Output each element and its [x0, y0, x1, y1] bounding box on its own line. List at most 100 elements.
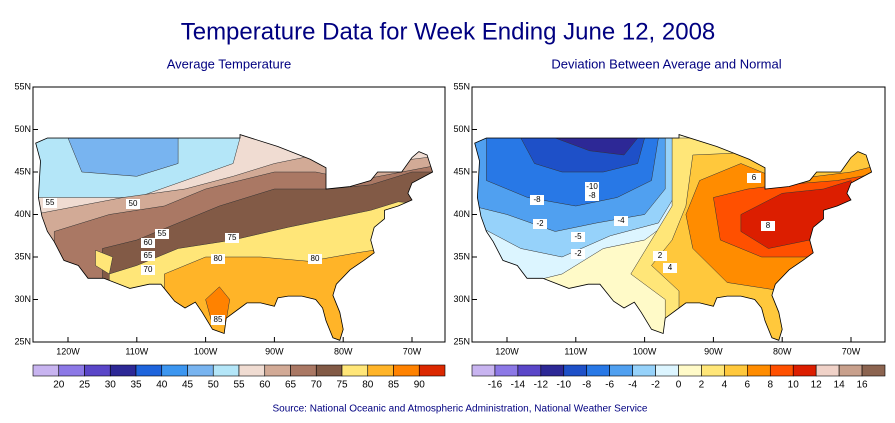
colorbar-label: 55 [233, 380, 245, 391]
colorbar-label: 16 [856, 380, 868, 391]
colorbar-label: 40 [156, 380, 168, 391]
contour-label-bg [225, 233, 239, 243]
colorbar-label: 14 [834, 380, 846, 391]
colorbar-swatch [187, 364, 214, 377]
colorbar-swatch [367, 364, 394, 377]
latitude-label: 55N [14, 81, 31, 91]
contour-region [164, 248, 433, 341]
contour-label: -2 [536, 219, 544, 228]
colorbar-label: -6 [605, 380, 614, 391]
contour-label-bg [747, 173, 761, 183]
contour-label: 8 [766, 221, 771, 230]
contour-label-bg [308, 254, 322, 264]
colorbar-swatch [861, 364, 886, 377]
latitude-label: 45N [453, 166, 470, 176]
colorbar-swatch [393, 364, 420, 377]
latitude-label: 40N [453, 209, 470, 219]
colorbar-swatch [609, 364, 633, 377]
latitude-label: 55N [453, 81, 470, 91]
longitude-label: 70W [842, 346, 861, 356]
colorbar-swatch [58, 364, 85, 377]
contour-label-bg [126, 199, 140, 209]
colorbar-swatch [290, 364, 317, 377]
latitude-label: 50N [14, 124, 31, 134]
colorbar-swatch [563, 364, 588, 377]
colorbar-label: 10 [788, 380, 800, 391]
latitude-label: 45N [14, 166, 31, 176]
colorbar-swatch [655, 364, 679, 377]
contour-label-bg [585, 191, 599, 201]
colorbar-swatch [701, 364, 725, 377]
colorbar-label: 4 [722, 380, 728, 391]
contour-label-bg [141, 265, 155, 275]
longitude-label: 80W [334, 346, 353, 356]
colorbar-label: 70 [311, 380, 323, 391]
contour-label-bg [663, 263, 677, 273]
colorbar-swatch [815, 364, 840, 377]
colorbar-label: 50 [208, 380, 220, 391]
contour-label: 65 [144, 251, 153, 260]
map-panel: Deviation Between Average and Normal 55N 5… [453, 56, 886, 391]
colorbar-label: 80 [362, 380, 374, 391]
contour-region [95, 249, 113, 275]
colorbar-label: 30 [105, 380, 117, 391]
contour-label-bg [211, 254, 225, 264]
colorbar-swatch [632, 364, 656, 377]
contour-label: -5 [574, 232, 582, 241]
colorbar-label: 25 [79, 380, 91, 391]
contour-label-bg [533, 219, 547, 229]
colorbar-swatch [540, 364, 565, 377]
colorbar-swatch [341, 364, 369, 377]
contour-label-bg [530, 195, 544, 205]
map-panel: Average Temperature 55N 50N 45N 40N 35N 30N 25N… [14, 56, 446, 391]
colorbar-label: -12 [534, 380, 549, 391]
colorbar-label: -2 [651, 380, 660, 391]
colorbar-swatch [471, 364, 496, 377]
colorbar-label: -10 [557, 380, 572, 391]
contour-label: 80 [311, 254, 320, 263]
contour-label: -4 [617, 216, 625, 225]
contour-label: 75 [228, 233, 237, 242]
latitude-label: 50N [453, 124, 470, 134]
latitude-label: 25N [453, 336, 470, 346]
contour-label-bg [571, 232, 585, 242]
country-outline [35, 134, 434, 341]
colorbar-swatch [212, 364, 240, 377]
contour-label-bg [43, 198, 57, 208]
colorbar-label: -16 [488, 380, 503, 391]
colorbar-label: -14 [511, 380, 526, 391]
colorbar-swatch [135, 364, 163, 377]
colorbar-label: 75 [336, 380, 348, 391]
contour-label: 80 [214, 254, 223, 263]
colorbar-swatch [586, 364, 610, 377]
panel-subtitle: Average Temperature [167, 56, 292, 71]
colorbar-swatch [315, 364, 343, 377]
contour-label-bg [155, 229, 169, 239]
longitude-label: 80W [773, 346, 792, 356]
contour-label: 2 [658, 251, 663, 260]
colorbar-swatch [724, 364, 748, 377]
colorbar-swatch [678, 364, 702, 377]
contour-label: 50 [129, 199, 138, 208]
contour-label-bg [653, 251, 667, 261]
contour-label: 55 [46, 198, 55, 207]
colorbar-label: 60 [259, 380, 271, 391]
latitude-label: 35N [14, 251, 31, 261]
longitude-label: 70W [403, 346, 422, 356]
latitude-label: 35N [453, 251, 470, 261]
contour-label-bg [211, 315, 225, 325]
colorbar-swatch [32, 364, 60, 377]
colorbar-label: 90 [414, 380, 426, 391]
longitude-label: 90W [265, 346, 284, 356]
colorbar-swatch [161, 364, 188, 377]
colorbar-swatch [264, 364, 291, 377]
longitude-label: 110W [564, 346, 587, 356]
colorbar-swatch [84, 364, 111, 377]
colorbar-label: 20 [53, 380, 65, 391]
longitude-label: 90W [704, 346, 723, 356]
contour-label: -10 [586, 182, 598, 191]
colorbar-swatch [238, 364, 266, 377]
colorbar-label: 45 [182, 380, 194, 391]
colorbar-label: 65 [285, 380, 297, 391]
contour-label-bg [571, 249, 585, 259]
